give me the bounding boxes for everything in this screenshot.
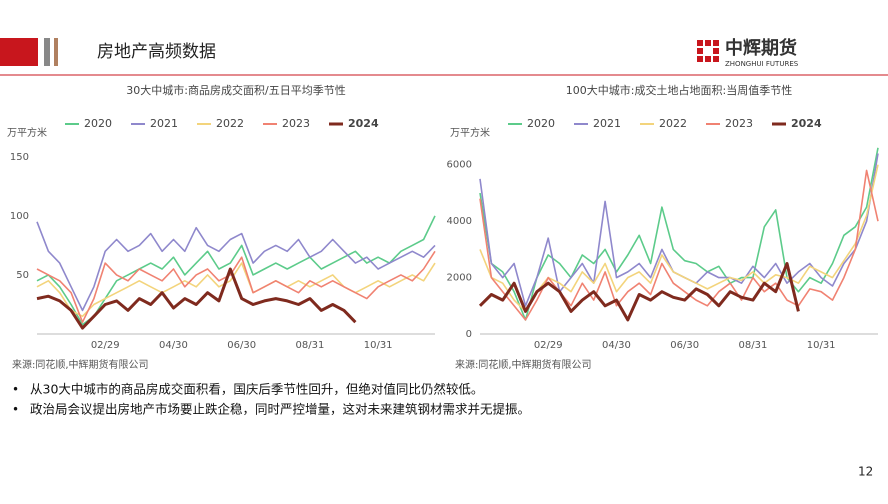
series-line (36, 215, 436, 326)
series-line (36, 221, 436, 312)
page-number: 12 (858, 465, 873, 479)
y-tick-label: 150 (10, 152, 29, 163)
legend-label: 2020 (527, 117, 555, 130)
page-title: 房地产高频数据 (97, 42, 216, 62)
y-axis-label: 万平方米 (450, 126, 490, 139)
bullet: 从30大中城市的商品房成交面积看，国庆后季节性回升，但绝对值同比仍然较低。 (30, 382, 483, 397)
legend-label: 2020 (84, 117, 112, 130)
series-line (479, 147, 879, 321)
bullet: 政治局会议提出房地产市场要止跌企稳，同时严控增量，这对未来建筑钢材需求并无提振。 (30, 402, 530, 417)
x-tick-label: 06/30 (670, 340, 699, 351)
x-tick-label: 04/30 (159, 340, 188, 351)
logo-subtext: ZHONGHUI FUTURES (725, 60, 799, 68)
y-tick-label: 50 (16, 270, 29, 281)
x-tick-label: 02/29 (91, 340, 120, 351)
logo-text: 中辉期货 (725, 37, 797, 59)
chart-title: 30大中城市:商品房成交面积/五日平均季节性 (126, 83, 345, 97)
source: 来源:同花顺,中辉期货有限公司 (455, 358, 592, 371)
y-tick-label: 100 (10, 211, 29, 222)
series-line (479, 153, 879, 307)
legend-label: 2022 (216, 117, 244, 130)
source: 来源:同花顺,中辉期货有限公司 (12, 358, 149, 371)
series-line (36, 267, 357, 330)
chart-title: 100大中城市:成交土地占地面积:当周值季节性 (566, 83, 792, 97)
legend-label: 2023 (725, 117, 753, 130)
x-tick-label: 04/30 (602, 340, 631, 351)
y-axis-label: 万平方米 (7, 126, 47, 139)
legend-label: 2021 (150, 117, 178, 130)
series-line (36, 250, 436, 323)
y-tick-label: 0 (466, 329, 472, 340)
series-line (478, 262, 800, 322)
legend-label: 2022 (659, 117, 687, 130)
bullet-dot: • (12, 383, 19, 397)
x-tick-label: 08/31 (296, 340, 325, 351)
y-tick-label: 6000 (447, 160, 472, 171)
x-tick-label: 10/31 (364, 340, 393, 351)
header-bar (44, 38, 50, 66)
x-tick-label: 02/29 (534, 340, 563, 351)
legend-label: 2021 (593, 117, 621, 130)
logo-icon (697, 40, 719, 62)
legend-label: 2023 (282, 117, 310, 130)
x-tick-label: 06/30 (227, 340, 256, 351)
bullet-dot: • (12, 403, 19, 417)
legend-label: 2024 (791, 117, 822, 130)
series-line (36, 262, 436, 318)
y-tick-label: 2000 (447, 273, 472, 284)
y-tick-label: 4000 (447, 216, 472, 227)
legend-label: 2024 (348, 117, 379, 130)
header-bar (54, 38, 58, 66)
series-line (479, 169, 879, 321)
x-tick-label: 10/31 (807, 340, 836, 351)
header-block (0, 38, 38, 66)
x-tick-label: 08/31 (739, 340, 768, 351)
